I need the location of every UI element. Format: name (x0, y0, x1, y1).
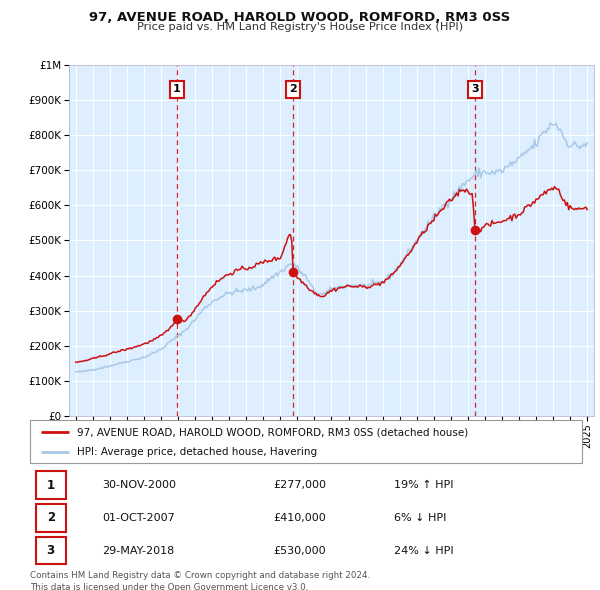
Text: 6% ↓ HPI: 6% ↓ HPI (394, 513, 446, 523)
Text: HPI: Average price, detached house, Havering: HPI: Average price, detached house, Have… (77, 447, 317, 457)
Text: 1: 1 (47, 478, 55, 491)
Text: 29-MAY-2018: 29-MAY-2018 (102, 546, 174, 556)
Text: 2: 2 (289, 84, 297, 94)
Text: £410,000: £410,000 (273, 513, 326, 523)
Text: 97, AVENUE ROAD, HAROLD WOOD, ROMFORD, RM3 0SS (detached house): 97, AVENUE ROAD, HAROLD WOOD, ROMFORD, R… (77, 427, 468, 437)
Text: 19% ↑ HPI: 19% ↑ HPI (394, 480, 454, 490)
FancyBboxPatch shape (35, 537, 66, 565)
Text: 24% ↓ HPI: 24% ↓ HPI (394, 546, 454, 556)
Text: 3: 3 (47, 544, 55, 557)
Text: £530,000: £530,000 (273, 546, 326, 556)
Text: Price paid vs. HM Land Registry's House Price Index (HPI): Price paid vs. HM Land Registry's House … (137, 22, 463, 32)
Text: 01-OCT-2007: 01-OCT-2007 (102, 513, 175, 523)
FancyBboxPatch shape (35, 504, 66, 532)
Text: £277,000: £277,000 (273, 480, 326, 490)
Text: 30-NOV-2000: 30-NOV-2000 (102, 480, 176, 490)
FancyBboxPatch shape (35, 471, 66, 499)
Text: 1: 1 (173, 84, 181, 94)
Text: 2: 2 (47, 512, 55, 525)
Text: 3: 3 (471, 84, 479, 94)
Text: 97, AVENUE ROAD, HAROLD WOOD, ROMFORD, RM3 0SS: 97, AVENUE ROAD, HAROLD WOOD, ROMFORD, R… (89, 11, 511, 24)
Text: Contains HM Land Registry data © Crown copyright and database right 2024.
This d: Contains HM Land Registry data © Crown c… (30, 571, 370, 590)
